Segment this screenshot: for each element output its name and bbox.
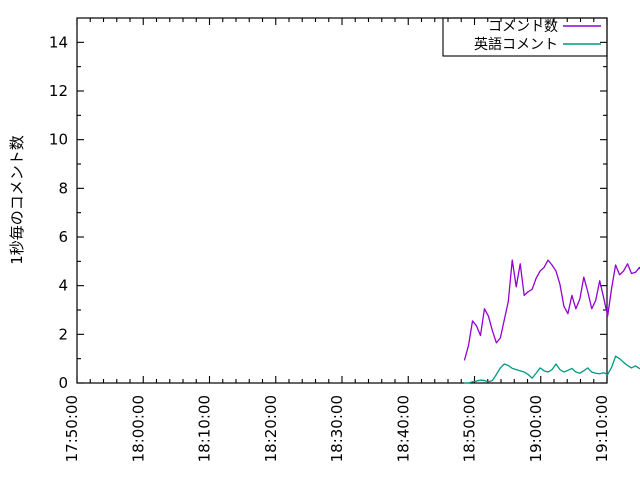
y-axis-ticks: 0 2 4 6 8 10 12 14 bbox=[49, 33, 607, 392]
y-tick-label: 2 bbox=[58, 325, 68, 343]
y-tick-label: 4 bbox=[58, 277, 68, 295]
legend: コメント数 英語コメント bbox=[442, 17, 608, 57]
x-tick-label: 18:50:00 bbox=[461, 395, 479, 462]
y-tick-label: 12 bbox=[49, 82, 68, 100]
series-line-0 bbox=[463, 259, 640, 361]
x-tick-label: 19:00:00 bbox=[527, 395, 545, 462]
x-tick-label: 18:20:00 bbox=[262, 395, 280, 462]
x-tick-label: 18:30:00 bbox=[328, 395, 346, 462]
x-axis-ticks: 17:50:00 18:00:00 18:10:00 18:20:00 18:30:00… bbox=[63, 18, 611, 462]
x-tick-label: 18:00:00 bbox=[129, 395, 147, 462]
x-tick-label: 19:10:00 bbox=[593, 395, 611, 462]
legend-label-1: 英語コメント bbox=[474, 36, 558, 53]
y-tick-label: 8 bbox=[58, 179, 68, 197]
plot-frame bbox=[76, 17, 608, 384]
y-axis-title-text: 1秒毎のコメント数 bbox=[8, 135, 26, 265]
y-tick-label: 6 bbox=[58, 228, 68, 246]
legend-label-0: コメント数 bbox=[488, 19, 558, 35]
x-tick-label: 18:40:00 bbox=[394, 395, 412, 462]
y-tick-label: 0 bbox=[58, 374, 68, 392]
y-axis-title: 1秒毎のコメント数 bbox=[8, 135, 26, 265]
y-tick-label: 14 bbox=[49, 33, 68, 51]
y-tick-label: 10 bbox=[49, 131, 68, 149]
series-line-1 bbox=[463, 355, 640, 384]
x-tick-label: 17:50:00 bbox=[63, 395, 81, 462]
x-tick-label: 18:10:00 bbox=[196, 395, 214, 462]
data-series-group bbox=[463, 259, 640, 384]
